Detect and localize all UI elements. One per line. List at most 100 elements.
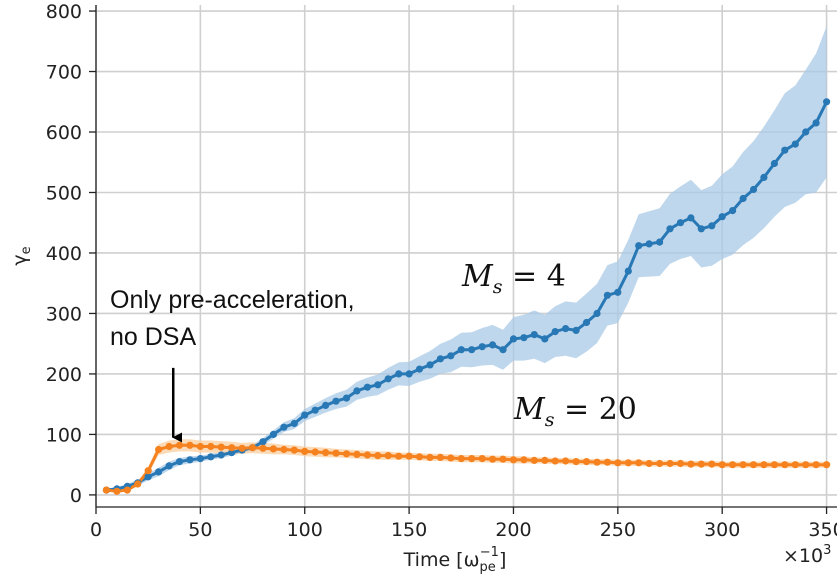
series-1-point (551, 457, 559, 465)
series-1-point (353, 450, 361, 458)
series-1-point (269, 445, 277, 453)
series-0-point (447, 352, 455, 360)
series-0-point (499, 346, 507, 354)
series-0-point (363, 383, 371, 391)
series-0-point (687, 214, 695, 222)
series-1-point (635, 459, 643, 467)
series-1-point (509, 456, 518, 464)
series-1-point (175, 441, 184, 449)
series-1-point (603, 458, 612, 466)
series-1-point (530, 456, 538, 464)
series-1-point (489, 455, 497, 463)
series-0-point (196, 455, 204, 463)
series-label-ms4: Ms = 4 (461, 259, 566, 298)
confidence-bands (106, 26, 827, 493)
series-points (102, 98, 831, 495)
series-0-point (311, 406, 319, 414)
y-tick-label: 500 (46, 182, 82, 204)
series-1-point (562, 457, 570, 465)
series-1-point (374, 452, 382, 460)
series-1-point (645, 459, 653, 468)
series-1-point (541, 456, 549, 464)
series-1-point (676, 459, 685, 468)
series-1-point (134, 480, 142, 488)
series-1-point (165, 442, 173, 451)
y-axis-title: γe (9, 246, 34, 265)
series-0-point (259, 438, 267, 446)
x-tick-label: 300 (704, 519, 740, 541)
series-1-point (697, 460, 705, 468)
series-1-point (802, 461, 810, 469)
series-0-point (186, 456, 194, 464)
series-0-point (729, 207, 737, 215)
series-1-point (196, 442, 204, 451)
series-0-point (457, 346, 465, 354)
series-0-point (384, 375, 392, 383)
series-1-point (708, 460, 716, 468)
series-1-point (614, 459, 622, 467)
series-0-point (405, 370, 413, 378)
series-1-line (106, 443, 827, 493)
y-tick-label: 100 (46, 424, 82, 446)
series-0-point (530, 331, 538, 339)
series-1-point (770, 461, 779, 469)
series-1-point (499, 455, 507, 463)
series-0-point (812, 119, 820, 127)
series-0-point (175, 458, 184, 466)
series-0-point (269, 430, 277, 438)
series-1-point (572, 458, 580, 466)
series-1-point (687, 460, 695, 468)
series-0-point (165, 462, 173, 470)
x-tick-label: 150 (391, 519, 427, 541)
series-1-point (322, 449, 330, 457)
series-1-point (624, 459, 632, 467)
series-1-point (311, 448, 319, 456)
series-1-point (415, 453, 424, 461)
series-1-point (447, 454, 455, 462)
series-1-point (729, 461, 737, 469)
x-tick-label: 250 (600, 519, 636, 541)
series-1-point (405, 452, 413, 460)
series-0-point (520, 334, 528, 342)
series-lines (106, 101, 828, 493)
series-0-point (509, 335, 518, 343)
series-1-point (290, 446, 298, 454)
series-1-point (238, 444, 246, 452)
series-1-point (582, 458, 591, 466)
y-tick-label: 800 (46, 1, 82, 23)
series-0-point (781, 146, 789, 154)
series-1-point (123, 486, 131, 494)
series-0-point (760, 173, 768, 181)
y-tick-label: 700 (46, 62, 82, 84)
series-0-point (802, 128, 810, 136)
series-1-point (426, 453, 434, 461)
series-1-point (102, 486, 110, 494)
series-1-point (739, 461, 747, 469)
y-ticks: 0 100 200 300 400 500 600 700 800 (46, 1, 96, 507)
series-0-point (374, 381, 382, 389)
series-label-ms20: Ms = 20 (513, 392, 637, 431)
series-1-point (217, 443, 225, 451)
series-1-point (749, 461, 758, 469)
series-0-point (322, 401, 330, 409)
series-1-point (457, 455, 465, 463)
series-1-point (468, 455, 476, 463)
series-0-point (551, 328, 559, 336)
series-0-point (301, 411, 309, 419)
series-1-point (332, 449, 340, 457)
series-0-point (207, 453, 215, 461)
series-0-point (624, 267, 632, 275)
series-1-point (656, 459, 664, 468)
x-tick-label: 200 (495, 519, 531, 541)
series-1-point (248, 444, 257, 452)
series-0-point (342, 394, 351, 402)
series-0-point (353, 387, 361, 395)
series-0-point (749, 185, 758, 194)
series-0-point (770, 159, 779, 168)
series-0-point (290, 419, 298, 428)
series-0-point (562, 325, 570, 333)
series-1-point (280, 445, 288, 454)
series-0-point (708, 222, 716, 230)
series-0-point (395, 370, 403, 378)
annotation-line-2: no DSA (110, 323, 196, 351)
